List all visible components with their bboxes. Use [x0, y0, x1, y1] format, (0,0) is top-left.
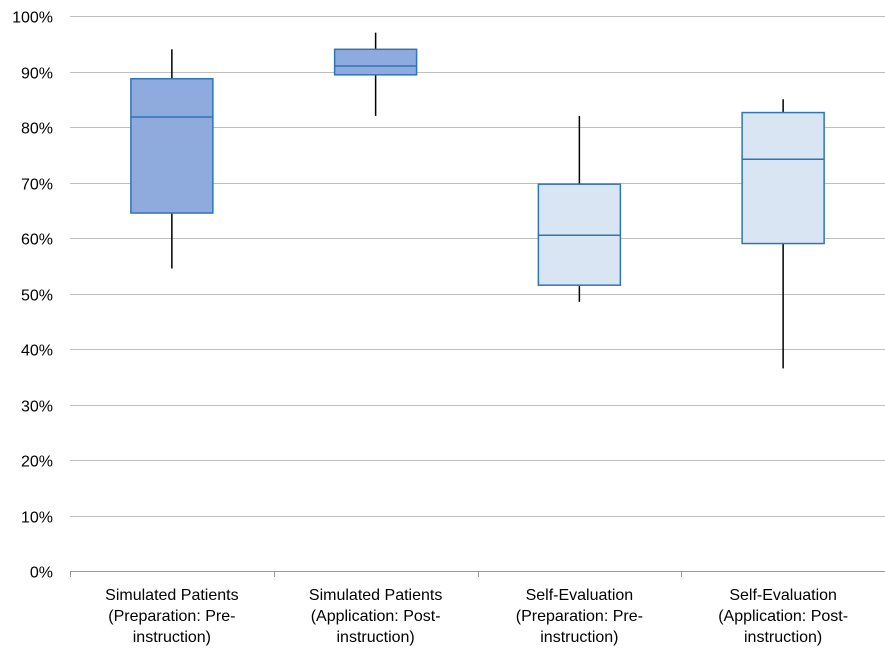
x-category-label: Simulated Patients (Application: Post-ins…: [309, 587, 442, 646]
y-tick-label: 20%: [21, 454, 53, 471]
box-group: [537, 115, 622, 302]
x-category-label-line: Self-Evaluation: [526, 587, 634, 604]
y-tick-label: 60%: [21, 232, 53, 249]
x-axis: [70, 571, 885, 577]
x-category-label-line: (Preparation: Pre-: [516, 608, 643, 625]
x-category-label-line: Self-Evaluation: [729, 587, 837, 604]
x-category-label-line: instruction): [133, 629, 211, 646]
y-tick-label: 90%: [21, 66, 53, 83]
x-category-label: Self-Evaluation (Application: Post-instru…: [718, 587, 848, 646]
box-group: [741, 99, 825, 369]
x-category-label-line: instruction): [540, 629, 618, 646]
box: [741, 111, 825, 245]
x-category-label-line: Simulated Patients: [309, 587, 442, 604]
y-tick-label: 80%: [21, 121, 53, 138]
box-group: [130, 49, 214, 269]
box: [333, 48, 418, 76]
x-category-label-line: Simulated Patients: [105, 587, 238, 604]
x-category-label-line: (Application: Post-: [311, 608, 441, 625]
y-tick-label: 50%: [21, 288, 53, 305]
x-axis-category-labels: Simulated Patients (Preparation: Pre-inst…: [105, 587, 848, 646]
y-tick-label: 40%: [21, 343, 53, 360]
x-category-label-line: (Preparation: Pre-: [108, 608, 235, 625]
box: [130, 77, 214, 214]
y-tick-label: 10%: [21, 510, 53, 527]
box-group: [333, 32, 418, 116]
y-tick-label: 70%: [21, 177, 53, 194]
x-category-label: Self-Evaluation (Preparation: Pre-instruc…: [516, 587, 643, 646]
x-category-label-line: instruction): [744, 629, 822, 646]
y-tick-label: 100%: [12, 10, 53, 27]
boxes: [130, 32, 825, 369]
y-axis-tick-labels: 0% 10% 20% 30% 40% 50% 60% 70% 80% 90% 100%: [12, 10, 53, 582]
x-category-label-line: instruction): [337, 629, 415, 646]
x-category-label: Simulated Patients (Preparation: Pre-inst…: [105, 587, 238, 646]
y-tick-label: 0%: [30, 565, 53, 582]
y-tick-label: 30%: [21, 399, 53, 416]
x-category-label-line: (Application: Post-: [718, 608, 848, 625]
